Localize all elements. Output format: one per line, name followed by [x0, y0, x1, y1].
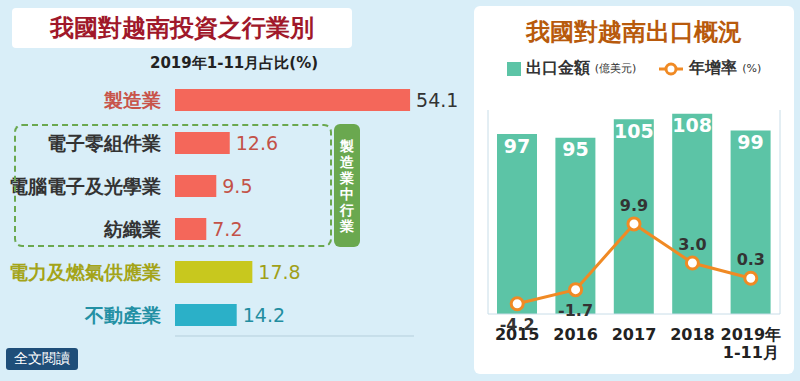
svg-text:不動產業: 不動產業 [84, 304, 161, 326]
svg-text:製造業: 製造業 [103, 89, 161, 111]
svg-text:2019年1-11月: 2019年1-11月 [721, 325, 782, 362]
html-text:製: 製 [340, 137, 354, 154]
html-text:我國對越南投資之行業別: 我國對越南投資之行業別 [50, 14, 314, 42]
svg-text:3.0: 3.0 [678, 235, 706, 254]
svg-text:2015: 2015 [494, 325, 540, 344]
svg-text:2018: 2018 [670, 325, 715, 344]
svg-text:9.9: 9.9 [620, 196, 648, 215]
svg-text:0.3: 0.3 [737, 250, 765, 269]
svg-text:97: 97 [504, 135, 530, 157]
svg-text:-4.2: -4.2 [500, 315, 535, 334]
html-text:行: 行 [340, 201, 354, 218]
svg-text:7.2: 7.2 [212, 218, 242, 240]
svg-text:2016: 2016 [553, 325, 598, 344]
svg-text:99: 99 [737, 131, 763, 153]
html-text:中: 中 [340, 185, 354, 202]
svg-text:紡織業: 紡織業 [103, 218, 161, 240]
svg-text:電腦電子及光學業: 電腦電子及光學業 [9, 175, 161, 197]
svg-text:17.8: 17.8 [258, 261, 300, 283]
html-text:我國對越南出口概況: 我國對越南出口概況 [526, 18, 742, 46]
html-text:全文閱讀: 全文閱讀 [14, 350, 70, 366]
svg-text:9.5: 9.5 [222, 175, 252, 197]
svg-text:電子零組件業: 電子零組件業 [47, 132, 161, 154]
html-text:業: 業 [340, 217, 354, 234]
svg-text:105: 105 [614, 120, 654, 142]
svg-text:108: 108 [672, 114, 712, 136]
html-text:業: 業 [340, 169, 354, 186]
svg-text:-1.7: -1.7 [558, 301, 593, 320]
html-text:2019年1-11月占比(%): 2019年1-11月占比(%) [150, 54, 318, 72]
svg-text:14.2: 14.2 [243, 304, 285, 326]
html-text:出口金額 (億美元): 出口金額 (億美元) [525, 58, 637, 77]
svg-text:54.1: 54.1 [416, 89, 458, 111]
svg-text:電力及燃氣供應業: 電力及燃氣供應業 [9, 261, 161, 283]
html-text:造: 造 [340, 153, 354, 170]
svg-text:95: 95 [562, 138, 588, 160]
html-text:年增率 (%): 年增率 (%) [689, 58, 762, 77]
svg-text:2017: 2017 [612, 325, 657, 344]
svg-text:12.6: 12.6 [236, 132, 278, 154]
